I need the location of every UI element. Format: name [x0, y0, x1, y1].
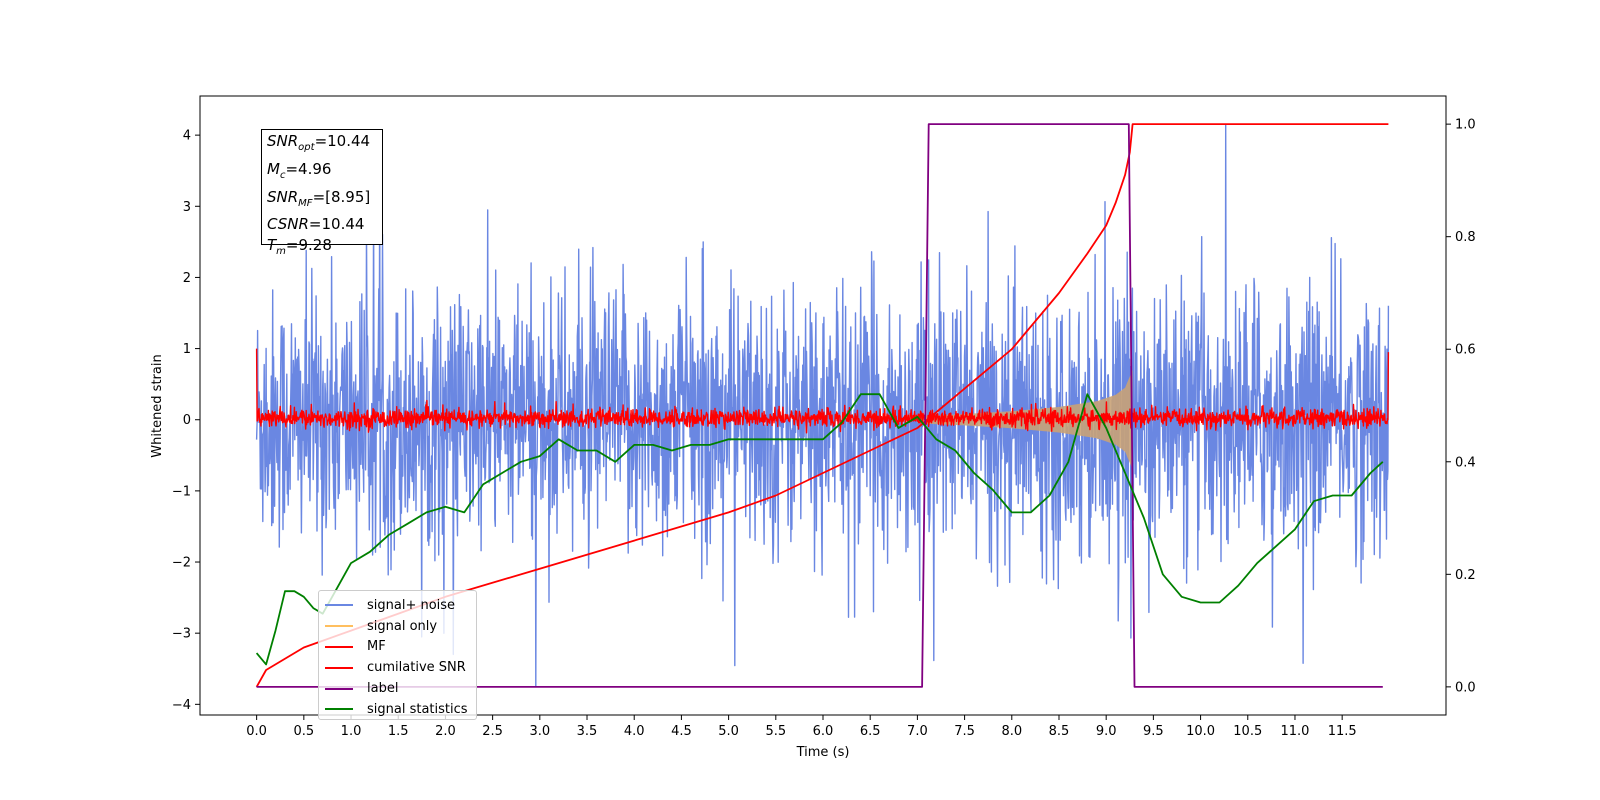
legend-entry-signal-only: signal only	[325, 616, 476, 637]
legend-entry-label: label	[325, 678, 476, 699]
mc-value: 4.96	[298, 159, 332, 178]
x-tick-label: 5.5	[765, 724, 786, 739]
y-right-tick-label: 0.2	[1455, 568, 1476, 583]
signal-statistics-series	[255, 393, 1384, 666]
legend-swatch	[325, 687, 353, 690]
y-right-tick-label: 0.8	[1455, 230, 1476, 245]
y-tick-label: −2	[172, 556, 191, 571]
x-tick-label: 7.5	[954, 724, 975, 739]
y-tick-label: 0	[183, 413, 191, 428]
y-tick-label: −4	[172, 698, 191, 713]
legend-label: label	[367, 681, 399, 697]
x-tick-label: 3.0	[529, 724, 550, 739]
y-right-tick-label: 0.4	[1455, 455, 1476, 470]
legend-entry-signal-statistics: signal statistics	[325, 699, 476, 720]
x-tick-label: 7.0	[907, 724, 928, 739]
legend-label: signal statistics	[367, 701, 468, 717]
mf-line	[255, 348, 1390, 434]
signal-noise-line	[255, 123, 1390, 688]
x-axis: 0.0 0.5 1.0 1.5 2.0 2.5 3.0 3.5 4.0 4.5 5.0 5.5 6.0 6…	[246, 715, 1357, 739]
snr-opt-value: 10.44	[327, 132, 371, 150]
legend-label: cumilative SNR	[367, 660, 466, 676]
x-tick-label: 11.0	[1280, 724, 1309, 739]
x-tick-label: 8.0	[1001, 724, 1022, 739]
annotation-box: SNRopt=10.44 Mc=4.96 SNRMF=[8.95] CSNR=1…	[261, 129, 383, 257]
legend-swatch	[325, 708, 353, 711]
x-tick-label: 1.0	[341, 724, 362, 739]
annotation-snr-opt: SNRopt=10.44	[267, 132, 371, 153]
y-tick-label: 1	[183, 342, 191, 357]
x-tick-label: 9.5	[1143, 724, 1164, 739]
legend-entry-cumulative-snr: cumilative SNR	[325, 657, 476, 678]
x-tick-label: 4.5	[671, 724, 692, 739]
x-tick-label: 3.5	[577, 724, 598, 739]
label-series	[256, 123, 1383, 688]
legend-label: signal+ noise	[367, 597, 456, 613]
y-tick-label: 4	[183, 129, 191, 144]
y-axis-right: 0.0 0.2 0.4 0.6 0.8 1.0	[1446, 118, 1476, 695]
y-right-tick-label: 1.0	[1455, 118, 1476, 133]
y-right-tick-label: 0.6	[1455, 343, 1476, 358]
annotation-csnr: CSNR=10.44	[267, 215, 365, 234]
x-tick-label: 0.0	[246, 724, 267, 739]
label-line	[256, 123, 1383, 688]
legend-entry-mf: MF	[325, 637, 476, 658]
x-tick-label: 2.5	[482, 724, 503, 739]
annotation-snr-mf: SNRMF=[8.95]	[267, 187, 371, 209]
legend-entry-signal-noise: signal+ noise	[325, 595, 476, 616]
x-tick-label: 6.0	[813, 724, 834, 739]
y-tick-label: 2	[183, 271, 191, 286]
y-tick-label: −3	[172, 627, 191, 642]
legend-label: MF	[367, 639, 386, 655]
legend-swatch	[325, 666, 353, 669]
y-tick-label: −1	[172, 484, 191, 499]
y-axis-left: −4 −3 −2 −1 0 1 2 3 4	[172, 129, 200, 713]
legend-swatch	[325, 604, 353, 607]
annotation-tm: Tm=9.28	[267, 236, 332, 258]
legend: signal+ noise signal only MF cumilative …	[318, 590, 477, 720]
legend-label: signal only	[367, 618, 438, 634]
x-tick-label: 6.5	[860, 724, 881, 739]
x-tick-label: 5.0	[718, 724, 739, 739]
x-tick-label: 10.0	[1186, 724, 1215, 739]
x-tick-label: 1.5	[388, 724, 409, 739]
y-axis-label: Whitened strain	[150, 354, 165, 457]
y-tick-label: 3	[183, 200, 191, 215]
x-tick-label: 11.5	[1328, 724, 1357, 739]
csnr-value: 10.44	[321, 215, 365, 234]
legend-swatch	[325, 645, 353, 648]
x-tick-label: 9.0	[1096, 724, 1117, 739]
x-tick-label: 8.5	[1049, 724, 1070, 739]
x-axis-label: Time (s)	[796, 745, 850, 760]
legend-swatch	[325, 625, 353, 628]
x-tick-label: 10.5	[1233, 724, 1262, 739]
x-tick-label: 2.0	[435, 724, 456, 739]
snr-mf-value: [8.95]	[325, 187, 371, 206]
signal-noise-series	[255, 123, 1390, 688]
mf-series	[255, 348, 1390, 434]
annotation-mc: Mc=4.96	[267, 159, 332, 181]
x-tick-label: 4.0	[624, 724, 645, 739]
signal-statistics-line	[255, 393, 1384, 666]
tm-value: 9.28	[298, 236, 332, 255]
x-tick-label: 0.5	[293, 724, 314, 739]
y-right-tick-label: 0.0	[1455, 680, 1476, 695]
